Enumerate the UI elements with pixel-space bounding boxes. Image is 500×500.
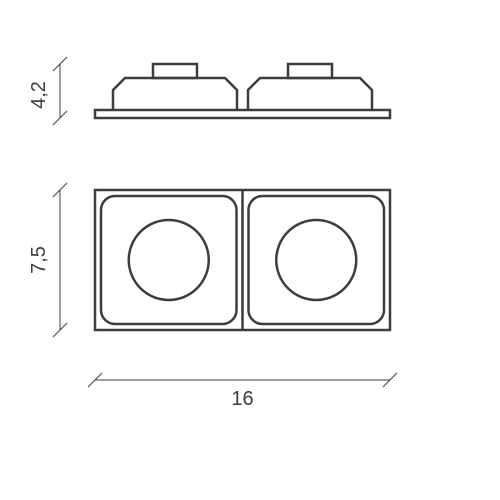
plan-circle-right [276,220,356,300]
elevation-cylinder-right [288,64,332,78]
dimension-height: 4,2 [28,57,67,125]
plan-inner-right [249,196,385,324]
elevation-view [95,64,390,118]
elevation-cylinder-left [153,64,197,78]
plan-view [95,190,390,330]
dimension-height-label: 4,2 [28,81,50,109]
elevation-body-left [113,78,237,110]
elevation-body-right [248,78,372,110]
plan-circle-left [129,220,209,300]
plan-inner-left [101,196,237,324]
elevation-flange [95,110,390,118]
dimension-width: 16 [88,373,397,410]
technical-drawing: 4,2 7,5 16 [0,0,500,500]
dimension-width-label: 16 [231,388,253,410]
dimension-depth-label: 7,5 [28,246,50,274]
dimension-depth: 7,5 [28,183,67,337]
